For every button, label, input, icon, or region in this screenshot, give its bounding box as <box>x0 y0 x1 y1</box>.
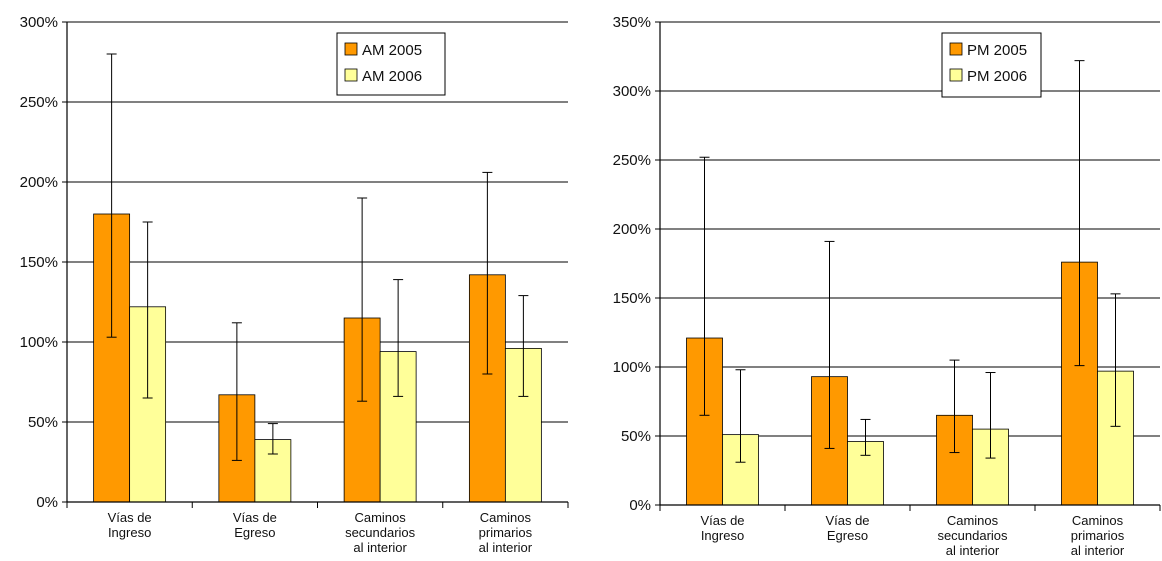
y-tick-label: 300% <box>20 14 58 31</box>
x-tick-label-line: Caminos <box>1072 513 1124 528</box>
y-tick-label: 250% <box>20 94 58 111</box>
x-tick-label: Caminos primarios al interior <box>479 510 533 555</box>
legend-label: PM 2005 <box>967 42 1027 59</box>
x-tick-label: Caminos secundarios al interior <box>345 510 416 555</box>
legend-label: AM 2006 <box>362 68 422 85</box>
x-tick-label-line: Vías de <box>700 513 744 528</box>
legend-label: AM 2005 <box>362 42 422 59</box>
y-tick-label: 50% <box>28 414 58 431</box>
y-tick-label: 300% <box>613 83 651 100</box>
x-tick-label-line: Ingreso <box>701 528 744 543</box>
legend-swatch <box>949 42 963 56</box>
x-tick-label-line: Caminos <box>354 510 406 525</box>
legend-label: PM 2006 <box>967 68 1027 85</box>
y-tick-label: 0% <box>36 494 58 511</box>
legend-swatch <box>344 68 358 82</box>
y-tick-label: 150% <box>20 254 58 271</box>
y-tick-label: 0% <box>629 497 651 514</box>
y-tick-label: 200% <box>613 221 651 238</box>
y-tick-label: 200% <box>20 174 58 191</box>
x-tick-label-line: Vías de <box>825 513 869 528</box>
x-tick-label: Vías de Ingreso <box>108 510 152 540</box>
x-tick-label-line: Ingreso <box>108 525 151 540</box>
x-tick-label-line: al interior <box>479 540 533 555</box>
x-tick-label-line: primarios <box>479 525 533 540</box>
x-tick-label-line: secundarios <box>345 525 416 540</box>
y-tick-label: 50% <box>621 428 651 445</box>
y-tick-label: 350% <box>613 14 651 31</box>
x-tick-label-line: Egreso <box>827 528 868 543</box>
y-tick-label: 250% <box>613 152 651 169</box>
x-tick-label-line: al interior <box>353 540 407 555</box>
legend-swatch <box>949 68 963 82</box>
y-tick-label: 100% <box>613 359 651 376</box>
x-tick-label: Vías de Egreso <box>825 513 869 543</box>
am-chart: 0%50%100%150%200%250%300%Vías de IngresoV… <box>20 14 569 555</box>
x-tick-label: Caminos primarios al interior <box>1071 513 1125 558</box>
x-tick-label-line: Caminos <box>480 510 532 525</box>
x-tick-label: Caminos secundarios al interior <box>937 513 1008 558</box>
x-tick-label-line: secundarios <box>937 528 1008 543</box>
y-tick-label: 150% <box>613 290 651 307</box>
x-tick-label-line: Vías de <box>233 510 277 525</box>
x-tick-label-line: al interior <box>1071 543 1125 558</box>
x-tick-label-line: primarios <box>1071 528 1125 543</box>
x-tick-label: Vías de Egreso <box>233 510 277 540</box>
x-tick-label-line: Egreso <box>234 525 275 540</box>
y-tick-label: 100% <box>20 334 58 351</box>
x-tick-label-line: Caminos <box>947 513 999 528</box>
pm-chart: 0%50%100%150%200%250%300%350%Vías de Ingr… <box>613 14 1161 558</box>
legend-swatch <box>344 42 358 56</box>
x-tick-label: Vías de Ingreso <box>700 513 744 543</box>
x-tick-label-line: al interior <box>946 543 1000 558</box>
x-tick-label-line: Vías de <box>108 510 152 525</box>
